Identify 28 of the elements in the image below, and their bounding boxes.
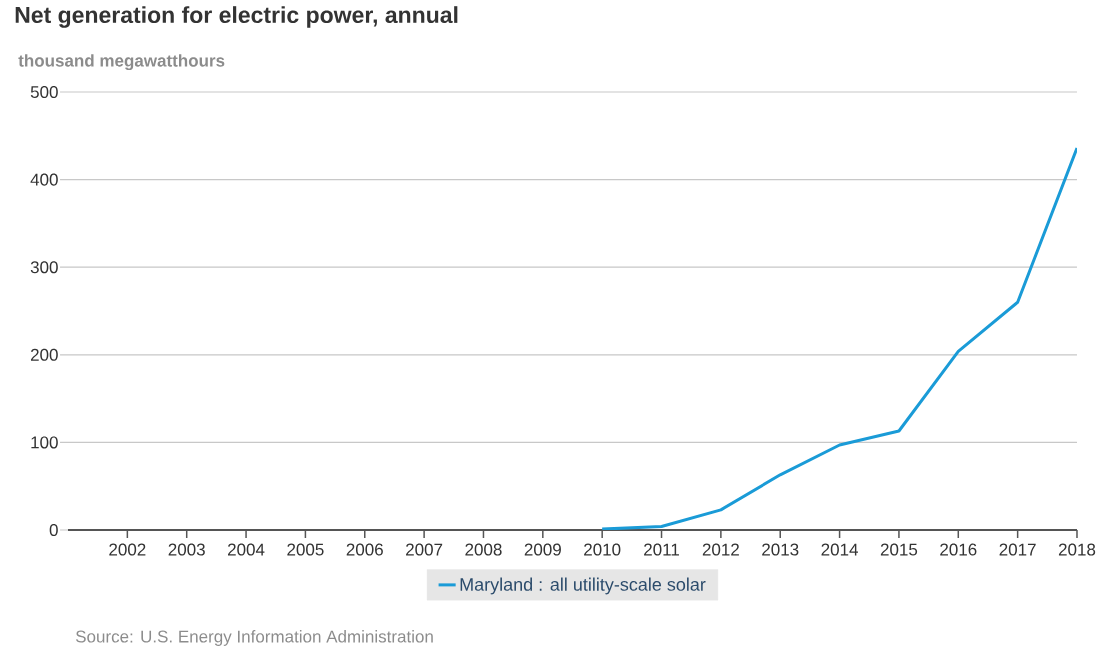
- x-tick-label: 2015: [880, 543, 918, 556]
- source-note: Source: U.S. Energy Information Administration: [75, 630, 433, 646]
- legend-label: Maryland : all utility-scale solar: [460, 577, 706, 595]
- y-axis-title: thousand megawatthours: [18, 54, 225, 71]
- x-tick-label: 2005: [287, 543, 324, 556]
- x-tick-label: 2009: [524, 543, 561, 556]
- x-tick-label: 2016: [940, 543, 977, 556]
- x-tick-label: 2002: [109, 543, 146, 556]
- x-tick-label: 2017: [999, 543, 1036, 556]
- x-tick-label: 2011: [644, 543, 679, 556]
- y-tick-label: 0: [49, 523, 58, 537]
- y-tick-label: 500: [30, 85, 58, 99]
- x-tick-label: 2007: [406, 543, 443, 556]
- x-tick-label: 2013: [762, 543, 799, 556]
- chart-title: Net generation for electric power, annual: [15, 6, 458, 28]
- x-tick-label: 2006: [346, 543, 383, 556]
- y-tick-label: 100: [31, 436, 58, 449]
- y-tick-label: 200: [30, 348, 58, 361]
- x-tick-label: 2010: [584, 543, 621, 556]
- x-tick-label: 2008: [465, 543, 502, 556]
- x-tick-label: 2018: [1058, 543, 1096, 556]
- y-tick-label: 400: [30, 173, 58, 186]
- x-tick-label: 2004: [228, 543, 265, 556]
- y-tick-label: 300: [30, 261, 58, 274]
- x-tick-label: 2012: [702, 543, 739, 556]
- line-series: [600, 146, 1077, 530]
- x-tick-label: 2003: [168, 543, 205, 556]
- x-tick-label: 2014: [821, 543, 858, 556]
